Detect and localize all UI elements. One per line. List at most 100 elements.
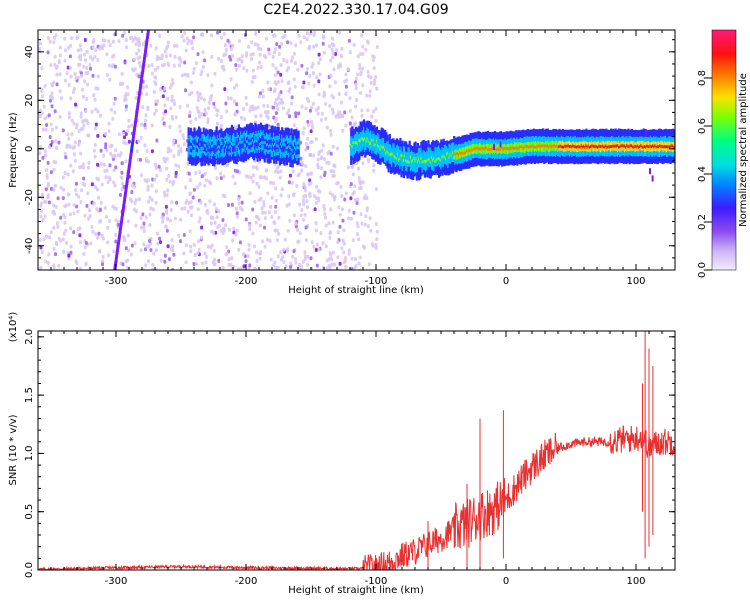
heatmap-cell: [360, 221, 364, 226]
heatmap-trace-cell: [361, 135, 364, 146]
heatmap-trace-cell: [418, 157, 421, 168]
heatmap-cell: [344, 91, 348, 96]
heatmap-cell: [181, 133, 185, 138]
heatmap-cell: [175, 200, 179, 205]
heatmap-cell: [73, 152, 76, 157]
heatmap-cell: [141, 85, 145, 90]
heatmap-cell: [178, 129, 182, 134]
heatmap-trace-cell: [632, 145, 635, 149]
heatmap-cell: [116, 153, 120, 158]
heatmap-trace-cell: [511, 146, 514, 149]
heatmap-cell: [124, 38, 128, 43]
heatmap-trace-cell: [654, 144, 657, 148]
heatmap-cell: [290, 95, 294, 100]
heatmap-cell: [367, 262, 371, 267]
heatmap-cell: [304, 106, 308, 111]
heatmap-trace-cell: [217, 139, 221, 150]
heatmap-cell: [214, 207, 218, 211]
heatmap-cell: [144, 118, 148, 123]
heatmap-trace-cell: [499, 148, 503, 152]
heatmap-cell: [217, 209, 221, 214]
heatmap-cell: [319, 231, 323, 236]
heatmap-trace-cell: [240, 140, 243, 144]
heatmap-cell: [39, 41, 42, 46]
heatmap-cell: [349, 216, 353, 221]
heatmap-cell: [124, 107, 128, 112]
heatmap-trace-cell: [289, 146, 292, 149]
heatmap-trace-cell: [206, 147, 209, 151]
heatmap-trace-cell: [559, 144, 562, 148]
heatmap-cell: [124, 141, 128, 146]
heatmap-cell: [361, 161, 365, 166]
heatmap-cell: [229, 77, 233, 82]
heatmap-cell: [357, 237, 361, 242]
heatmap-cell: [59, 215, 63, 220]
heatmap-trace-cell: [449, 153, 452, 157]
heatmap-cell: [346, 67, 350, 72]
heatmap-cell: [310, 64, 314, 69]
heatmap-cell: [88, 208, 92, 213]
heatmap-cell: [184, 185, 187, 190]
heatmap-cell: [288, 173, 292, 178]
heatmap-cell: [40, 94, 44, 99]
heatmap-trace-cell: [191, 145, 194, 149]
heatmap-trace-cell: [428, 157, 431, 161]
heatmap-cell: [64, 228, 68, 233]
heatmap-trace-cell: [570, 144, 573, 148]
colorbar-tick-label: 0.2: [697, 214, 708, 230]
heatmap-cell: [307, 81, 311, 86]
snr-frame: [37, 330, 676, 571]
heatmap-cell: [374, 222, 378, 226]
heatmap-cell: [46, 260, 50, 265]
heatmap-trace-cell: [577, 145, 580, 149]
heatmap-cell: [103, 205, 107, 210]
heatmap-cell: [192, 262, 196, 266]
heatmap-cell: [278, 101, 282, 106]
heatmap-cell: [182, 136, 186, 141]
heatmap-cell: [205, 255, 209, 259]
heatmap-trace-cell: [510, 147, 513, 150]
heatmap-cell: [355, 98, 359, 102]
heatmap-cell: [344, 84, 348, 89]
heatmap-cell: [114, 233, 118, 237]
heatmap-cell: [331, 250, 335, 255]
heatmap-cell: [372, 163, 376, 168]
heatmap-cell: [253, 200, 257, 204]
heatmap-cell: [325, 266, 329, 270]
heatmap-cell: [325, 160, 329, 165]
x-tick-label: -200: [235, 276, 258, 287]
heatmap-cell: [54, 160, 58, 165]
heatmap-trace-cell: [391, 152, 394, 162]
heatmap-trace-cell: [643, 145, 646, 149]
heatmap-cell: [278, 175, 282, 180]
heatmap-cell: [167, 257, 171, 262]
heatmap-trace-cell: [525, 145, 528, 149]
y-tick-label: 1.0: [24, 445, 35, 461]
heatmap-trace-cell: [285, 140, 288, 151]
heatmap-trace-cell: [625, 145, 628, 149]
heatmap-cell: [97, 231, 101, 236]
heatmap-cell: [63, 151, 67, 156]
heatmap-cell: [286, 40, 290, 45]
heatmap-trace-cell: [203, 143, 207, 147]
heatmap-cell: [234, 232, 238, 237]
heatmap-trace-cell: [409, 155, 412, 159]
heatmap-cell: [107, 253, 111, 258]
heatmap-cell: [331, 107, 334, 112]
heatmap-trace-cell: [620, 144, 623, 148]
heatmap-cell: [242, 268, 246, 270]
heatmap-cell: [278, 44, 282, 49]
heatmap-cell: [48, 235, 51, 240]
heatmap-cell: [251, 207, 255, 212]
heatmap-trace-cell: [642, 145, 645, 149]
heatmap-cell: [79, 200, 83, 204]
heatmap-trace-cell: [575, 145, 579, 149]
heatmap-cell: [343, 79, 347, 84]
heatmap-cell: [45, 175, 49, 180]
heatmap-cell: [153, 177, 157, 182]
heatmap-cell: [107, 39, 111, 44]
heatmap-cell: [369, 228, 373, 233]
heatmap-cell: [276, 265, 280, 270]
heatmap-trace-cell: [386, 150, 389, 153]
